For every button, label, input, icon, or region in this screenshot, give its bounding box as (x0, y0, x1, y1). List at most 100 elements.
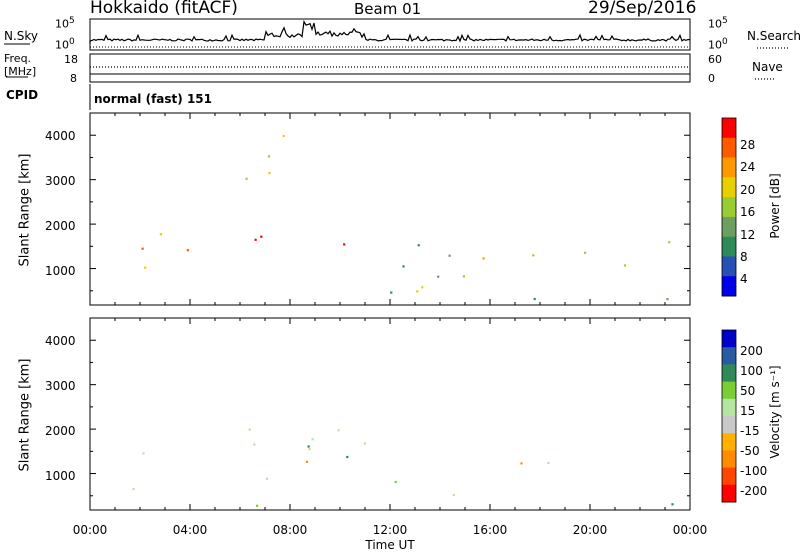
velocity-colorbar-swatch (722, 364, 736, 383)
velocity-cbar-tick-15: 15 (740, 404, 756, 418)
power-pixel (448, 254, 451, 257)
velocity-pixel (452, 493, 455, 497)
station-title: Hokkaido (fitACF) (90, 0, 238, 18)
power-pixel (437, 275, 440, 278)
velocity-pixel (265, 477, 269, 480)
power-cbar-tick-20: 20 (740, 183, 756, 197)
nave-tick-bottom: 0 (708, 72, 715, 85)
velocity-ytick-2000: 2000 (45, 424, 76, 438)
power-pixel (141, 247, 144, 250)
nsearch-label: N.Search (747, 29, 800, 43)
velocity-pixel (671, 503, 674, 506)
nsearch-tick-top: 105 (708, 16, 728, 31)
xtick-0800: 08:00 (272, 523, 308, 537)
power-panel-frame (89, 112, 691, 306)
x-axis-label: Time UT (365, 538, 415, 552)
velocity-cbar-tick-m100: -100 (740, 464, 768, 478)
velocity-colorbar-frame (721, 329, 737, 503)
power-colorbar-swatch (722, 276, 736, 297)
velocity-pixel (305, 460, 308, 463)
power-cbar-label: Power [dB] (768, 173, 782, 239)
freq-label-line1: Freq. (4, 52, 32, 65)
power-pixel (390, 291, 393, 294)
power-cbar-tick-28: 28 (740, 138, 756, 152)
power-cbar-tick-4: 4 (740, 272, 748, 286)
power-colorbar-swatch (722, 216, 736, 238)
velocity-colorbar-swatch (722, 484, 736, 503)
cpid-value: normal (fast) 151 (94, 92, 212, 106)
freq-panel-frame (89, 53, 691, 83)
velocity-pixel (253, 443, 256, 446)
power-pixel (186, 249, 189, 252)
velocity-cbar-tick-100: 100 (740, 364, 763, 378)
freq-label-line2: [MHz] (4, 65, 37, 78)
velocity-pixel (363, 442, 366, 445)
power-pixel (623, 264, 627, 267)
velocity-colorbar-swatch (722, 467, 736, 486)
velocity-ytick-1000: 1000 (45, 469, 76, 483)
power-pixel (402, 265, 405, 268)
xtick-2400: 00:00 (672, 523, 708, 537)
power-cbar-tick-24: 24 (740, 160, 756, 174)
velocity-ytick-3000: 3000 (45, 379, 76, 393)
power-pixel (417, 244, 420, 247)
velocity-cbar-tick-200: 200 (740, 344, 763, 358)
velocity-pixel (337, 429, 340, 432)
velocity-cbar-tick-m15: -15 (740, 424, 760, 438)
velocity-pixel (256, 504, 259, 507)
power-pixel (416, 290, 419, 293)
power-colorbar-swatch (722, 236, 736, 257)
power-ylabel: Slant Range [km] (17, 153, 33, 267)
nsky-tick-bottom: 100 (55, 37, 75, 52)
power-ytick-3000: 3000 (45, 174, 76, 188)
power-pixel (666, 298, 669, 301)
velocity-colorbar-swatch (722, 347, 736, 365)
power-pixel (282, 134, 285, 138)
velocity-ylabel: Slant Range [km] (17, 358, 33, 472)
velocity-cbar-tick-m50: -50 (740, 444, 760, 458)
velocity-pixel (248, 428, 251, 431)
nsky-label: N.Sky (4, 29, 39, 43)
velocity-pixel (308, 448, 311, 451)
xtick-0400: 04:00 (172, 523, 208, 537)
velocity-cbar-label: Velocity [m s⁻¹] (768, 365, 782, 459)
power-pixel (245, 177, 248, 180)
freq-tick-top: 18 (64, 53, 78, 66)
power-colorbar-swatch (722, 256, 736, 277)
velocity-cbar-tick-m200: -200 (740, 484, 768, 498)
velocity-cbar-tick-50: 50 (740, 384, 756, 398)
velocity-colorbar-swatch (722, 416, 736, 434)
power-pixel (421, 286, 424, 289)
power-colorbar-swatch (722, 137, 736, 159)
cpid-label: CPID (6, 88, 39, 102)
velocity-pixel (346, 455, 349, 459)
xtick-1200: 12:00 (372, 523, 408, 537)
velocity-pixel (547, 461, 550, 464)
velocity-pixel (132, 487, 135, 491)
nsky-tick-top: 105 (55, 16, 75, 31)
nave-label: Nave (752, 60, 783, 74)
nsearch-tick-bottom: 100 (708, 37, 728, 52)
velocity-pixel (311, 438, 314, 441)
power-pixel (260, 235, 263, 238)
power-cbar-tick-16: 16 (740, 205, 756, 219)
power-pixel (267, 155, 271, 158)
power-cbar-tick-12: 12 (740, 228, 756, 242)
power-cbar-tick-8: 8 (740, 250, 748, 264)
power-colorbar-swatch (722, 197, 736, 218)
velocity-pixel (394, 480, 397, 484)
velocity-pixel (307, 445, 310, 448)
power-ytick-4000: 4000 (45, 129, 76, 143)
power-ytick-1000: 1000 (45, 264, 76, 278)
velocity-ytick-4000: 4000 (45, 334, 76, 348)
freq-tick-bottom: 8 (70, 72, 77, 85)
power-pixel (584, 251, 587, 254)
velocity-pixel (520, 462, 523, 465)
power-colorbar-swatch (722, 118, 736, 139)
nsky-trace (89, 19, 691, 44)
nsky-panel-frame (89, 18, 691, 51)
velocity-colorbar-swatch (722, 433, 736, 451)
power-pixel (668, 241, 671, 244)
